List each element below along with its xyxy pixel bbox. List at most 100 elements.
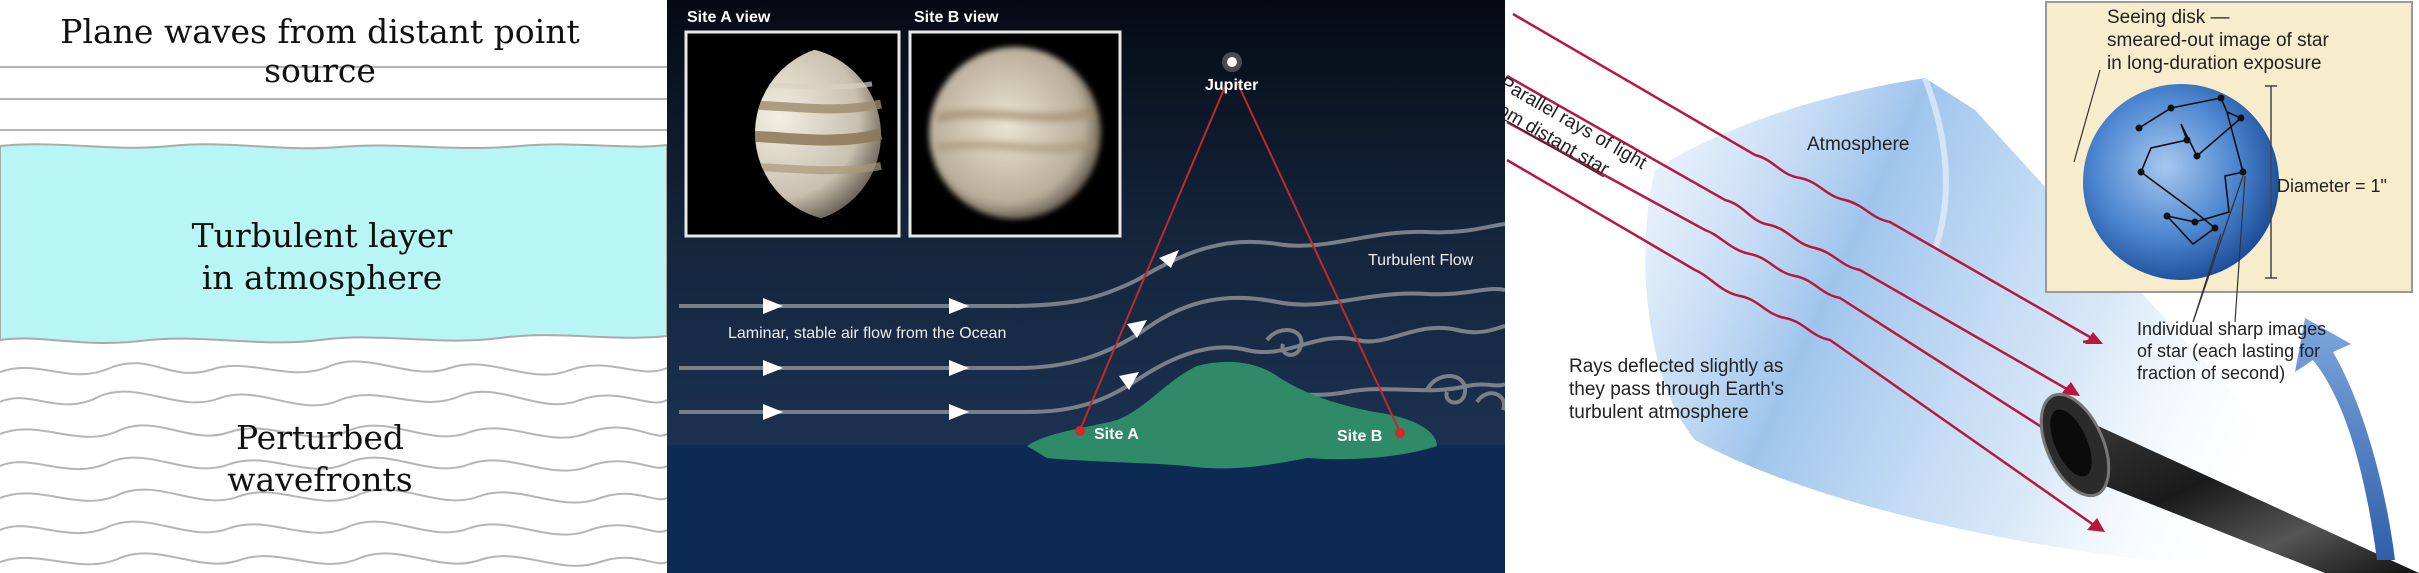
- perturbed-wavefront: [0, 520, 667, 536]
- individual-images-line2: of star (each lasting for: [2137, 341, 2321, 361]
- flow-arrow: [763, 360, 783, 376]
- telescope: [2039, 392, 2419, 573]
- jupiter-seeing-panel: Site A view Site B view Jupiter Turbulen…: [667, 0, 1505, 573]
- turbulent-layer-label-line1: Turbulent layer: [191, 216, 453, 255]
- flow-arrow: [1159, 250, 1179, 268]
- turbulent-layer-label-line2: in atmosphere: [201, 258, 443, 297]
- star-rays: [1506, 12, 2099, 530]
- star-ray: [1506, 120, 2066, 444]
- flow-swirl: [1265, 327, 1304, 357]
- individual-images-leader: [2234, 175, 2246, 323]
- perturbed-wavefront: [0, 488, 667, 504]
- ray-to-site-b: [1236, 81, 1401, 433]
- perturbed-wavefront: [0, 552, 667, 567]
- site-a-label: Site A: [1094, 426, 1139, 443]
- site-a-marker: [1075, 426, 1085, 436]
- site-b-label: Site B: [1337, 428, 1383, 445]
- ray-arrowhead: [2085, 332, 2103, 344]
- perturbed-label-line1: Perturbed: [235, 418, 405, 457]
- star-images: [2135, 94, 2247, 232]
- atmosphere-edge: [1922, 76, 1949, 251]
- star-image: [2191, 218, 2199, 226]
- atmosphere-label: Atmosphere: [1807, 134, 1910, 155]
- jupiter-sharp-image: [755, 47, 883, 221]
- light-rays: [1079, 81, 1401, 433]
- rays-deflected-label: Rays deflected slightly as they pass thr…: [1569, 355, 1784, 424]
- perturbed-wavefront: [0, 360, 667, 376]
- island: [1027, 361, 1437, 469]
- flow-arrows: [763, 250, 1179, 420]
- seeing-disk-line1: Seeing disk —: [2107, 7, 2230, 28]
- perturbed-label-line2: wavefronts: [227, 460, 413, 499]
- turbulent-layer-label: Turbulent layer in atmosphere: [172, 215, 472, 299]
- seeing-disk-leader: [2073, 69, 2101, 163]
- perturbed-wavefronts: [0, 360, 667, 567]
- star-image: [2135, 124, 2143, 132]
- perturbed-wavefront: [0, 390, 667, 407]
- flow-arrow: [949, 404, 969, 420]
- jupiter-label: Jupiter: [1205, 77, 1259, 94]
- flow-line: [679, 222, 1505, 308]
- ray-arrowhead: [2087, 518, 2105, 532]
- individual-images-leader: [2192, 175, 2244, 323]
- seeing-disk-line2: smeared-out image of star: [2107, 30, 2329, 51]
- flow-arrow: [949, 298, 969, 314]
- seeing-disk-panel: Parallel rays of light from distant star…: [1505, 0, 2419, 573]
- perturbed-wavefront: [0, 456, 667, 472]
- flow-swirl: [1425, 374, 1468, 405]
- star-image: [2211, 224, 2219, 232]
- seeing-disk-diagram: [1506, 1, 2419, 573]
- laminar-flow-label: Laminar, stable air flow from the Ocean: [728, 325, 1007, 342]
- ray-arrowhead: [2061, 382, 2080, 396]
- plane-wavefronts: [0, 66, 667, 131]
- seeing-disk-label: Seeing disk — smeared-out image of star …: [2107, 6, 2329, 75]
- flow-arrow: [949, 360, 969, 376]
- jupiter-blurred-image: [929, 47, 1101, 219]
- star-ray: [1506, 74, 2073, 394]
- individual-images-line1: Individual sharp images: [2137, 319, 2327, 339]
- turbulent-layer: [0, 143, 667, 344]
- jupiter-seeing-diagram: [667, 0, 1505, 573]
- plane-waves-title: Plane waves from distant point source: [60, 12, 580, 90]
- leader-lines: [2073, 69, 2246, 323]
- star-image: [2237, 114, 2245, 122]
- site-a-view-label: Site A view: [687, 9, 771, 26]
- star-image: [2167, 104, 2175, 112]
- turbulent-flow-label: Turbulent Flow: [1368, 252, 1474, 269]
- atmosphere: [1645, 78, 2385, 560]
- perturbed-wavefronts-label: Perturbed wavefronts: [210, 417, 430, 501]
- individual-images-label: Individual sharp images of star (each la…: [2137, 318, 2326, 384]
- flow-arrow: [763, 298, 783, 314]
- star-image: [2193, 152, 2201, 160]
- star-image: [2137, 168, 2145, 176]
- flow-line: [679, 287, 1505, 370]
- seeing-disk: [2083, 84, 2279, 280]
- diameter-label: Diameter = 1": [2277, 176, 2387, 196]
- site-b-view-label: Site B view: [914, 9, 999, 26]
- curved-arrow: [2295, 318, 2395, 560]
- perturbed-wavefront: [0, 424, 667, 439]
- star-image: [2183, 136, 2191, 144]
- star-image: [2239, 168, 2247, 176]
- flow-arrow: [1119, 372, 1139, 390]
- rays-deflected-line2: they pass through Earth's: [1569, 379, 1784, 400]
- jupiter-point: [1227, 57, 1237, 67]
- flow-swirl: [1475, 391, 1505, 411]
- flow-arrow: [1127, 320, 1147, 338]
- rays-deflected-line1: Rays deflected slightly as: [1569, 356, 1784, 377]
- star-image: [2217, 94, 2225, 102]
- diameter-bar: [2265, 85, 2277, 279]
- ocean: [667, 445, 1505, 573]
- star-image: [2163, 212, 2171, 220]
- star-image-track: [2138, 97, 2244, 246]
- star-ray: [1512, 12, 2099, 344]
- rays-deflected-line3: turbulent atmosphere: [1569, 402, 1749, 423]
- plane-wave-panel: Plane waves from distant point source Tu…: [0, 0, 667, 573]
- individual-images-line3: fraction of second): [2137, 363, 2286, 383]
- ray-to-site-a: [1079, 81, 1228, 431]
- flow-line: [679, 324, 1505, 414]
- plane-wave-diagram: [0, 66, 667, 567]
- site-b-marker: [1395, 428, 1405, 438]
- star-ray: [1506, 158, 2099, 530]
- flow-arrow: [763, 404, 783, 420]
